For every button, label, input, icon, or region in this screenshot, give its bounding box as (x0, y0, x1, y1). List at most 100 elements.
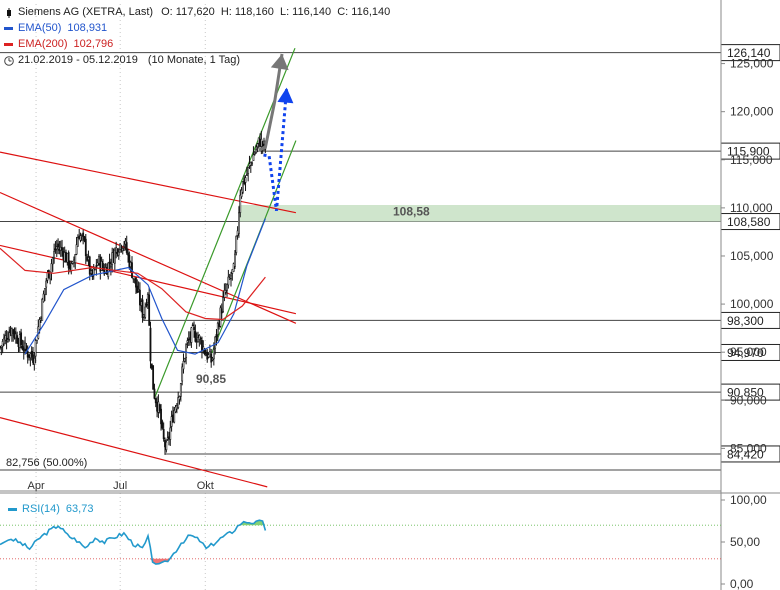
candle-body-173 (227, 276, 230, 286)
y-tick-label-2: 95,000 (730, 345, 767, 359)
candle-body-18 (22, 347, 25, 352)
candle-body-163 (214, 336, 217, 349)
candle-body-81 (106, 267, 108, 275)
rsi-value: 63,73 (65, 503, 94, 515)
candle-body-91 (119, 243, 122, 250)
candle-body-64 (83, 236, 86, 241)
ema50-swatch (4, 26, 13, 30)
candle-body-183 (240, 189, 243, 197)
candle-body-134 (175, 405, 178, 410)
candle-body-57 (74, 254, 77, 264)
chart-legend: Siemens AG (XETRA, Last) O: 117,620 H: 1… (4, 4, 390, 68)
candle-body-92 (120, 245, 123, 251)
candle-body-194 (255, 148, 257, 153)
ema50-label: EMA(50) (18, 22, 62, 34)
rsi-y-tick-label-2: 100,00 (730, 493, 767, 507)
candle-body-130 (170, 416, 173, 427)
candle-body-65 (84, 238, 87, 257)
level-badge-text-2: 108,580 (727, 215, 771, 229)
candle-body-184 (241, 181, 244, 193)
trendline-layer (0, 47, 297, 488)
candle-body-49 (63, 252, 66, 262)
candle-body-138 (181, 366, 184, 382)
candle-body-177 (232, 263, 235, 272)
ema50-value: 108,931 (67, 22, 108, 34)
rsi-line (0, 519, 267, 565)
legend-ema200-row: EMA(200) 102,796 (4, 36, 390, 52)
level-label-layer: 126,140115,900108,580108,5898,30094,9709… (6, 44, 780, 469)
candle-body-136 (178, 396, 181, 400)
candle-body-109 (142, 314, 145, 318)
candle-body-182 (239, 194, 242, 213)
candle-body-179 (235, 235, 238, 253)
x-tick-label-2: Okt (197, 480, 214, 492)
candle-body-83 (108, 261, 111, 265)
candle-body-193 (253, 152, 256, 155)
level-badge-text-3: 98,300 (727, 314, 764, 328)
candle-body-88 (115, 247, 118, 253)
candle-body-71 (92, 268, 95, 276)
candle-body-141 (185, 344, 188, 358)
candle-body-192 (252, 154, 255, 161)
candle-body-94 (123, 244, 125, 247)
rsi-oversold-fill (0, 558, 266, 565)
candle-body-147 (193, 326, 195, 331)
candle-body-195 (256, 143, 259, 148)
candle-body-96 (125, 242, 128, 253)
ema50-line (24, 218, 266, 355)
candle-body-67 (87, 257, 90, 261)
scenario-blue-arrowhead (277, 87, 294, 104)
candle-body-9 (10, 328, 13, 336)
candle-body-51 (66, 253, 69, 263)
candle-body-165 (216, 322, 219, 335)
candle-body-48 (62, 250, 65, 260)
candle-body-2 (1, 341, 4, 347)
candle-body-87 (113, 249, 116, 264)
candle-body-127 (166, 437, 169, 440)
candle-body-40 (51, 257, 54, 265)
rsi-y-tick-label-1: 50,00 (730, 535, 760, 549)
candle-body-164 (215, 334, 218, 338)
rsi-swatch (8, 507, 17, 511)
candle-body-106 (139, 289, 141, 306)
candle-body-116 (152, 365, 155, 390)
ema200-value: 102,796 (73, 38, 114, 50)
grid-layer (0, 4, 721, 590)
candle-body-53 (69, 265, 71, 270)
candle-body-10 (12, 329, 15, 334)
candle-body-140 (183, 358, 186, 362)
level-badge-text-4: 94,970 (727, 346, 764, 360)
candle-body-118 (154, 398, 157, 404)
candle-body-43 (55, 246, 58, 250)
legend-range-row: 21.02.2019 - 05.12.2019 (10 Monate, 1 Ta… (4, 52, 390, 68)
candle-body-55 (71, 261, 74, 264)
candle-body-84 (109, 265, 112, 268)
ohlc-values: O: 117,620 H: 118,160 L: 116,140 C: 116,… (161, 6, 391, 18)
candle-body-41 (53, 251, 56, 259)
candle-body-89 (116, 248, 119, 255)
candle-body-61 (79, 235, 82, 241)
candle-body-59 (76, 237, 79, 247)
candle-body-175 (230, 275, 232, 279)
candle-body-95 (124, 240, 127, 245)
price-layer (0, 130, 267, 455)
candle-body-33 (42, 293, 45, 302)
candle-body-16 (20, 332, 23, 345)
candle-body-97 (127, 252, 129, 256)
candle-body-6 (7, 339, 9, 342)
candle-body-27 (34, 340, 37, 357)
candle-body-32 (41, 299, 44, 321)
candle-body-190 (249, 161, 252, 166)
candle-body-103 (135, 277, 137, 288)
legend-ema50-row: EMA(50) 108,931 (4, 20, 390, 36)
candle-body-7 (8, 332, 11, 340)
level-badge-text-5: 90,850 (727, 386, 764, 400)
candle-body-181 (238, 212, 240, 234)
candle-body-123 (161, 421, 164, 429)
y-tick-label-1: 90,000 (730, 393, 767, 407)
candle-body-93 (121, 248, 124, 252)
candle-body-169 (222, 297, 224, 313)
level-annotation-7: 82,756 (50.00%) (6, 457, 87, 469)
candle-body-8 (9, 329, 12, 335)
candle-body-24 (30, 351, 33, 357)
